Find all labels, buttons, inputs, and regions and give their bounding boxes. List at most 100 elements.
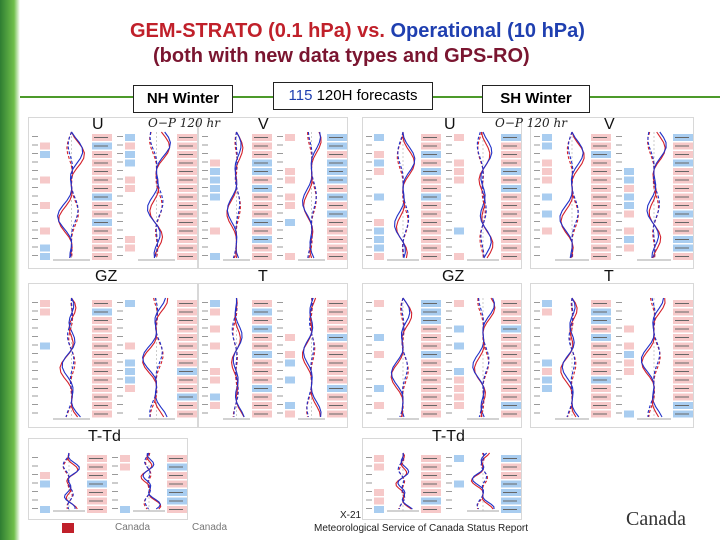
panel-sh-t [530,283,694,428]
tick-mark [32,170,38,171]
table-text [593,388,607,389]
table-text [675,179,689,181]
table-cell [40,308,50,316]
profile-curve [399,297,409,418]
tick-mark [202,336,208,337]
table-text [254,188,268,189]
table-text [179,179,193,181]
tick-mark [616,136,622,137]
table-text [94,247,108,249]
table-text [423,500,437,502]
table-cell [40,506,50,513]
table-text [254,371,268,372]
table-text [593,188,607,189]
profile-curve [140,452,162,510]
table-text [179,413,193,415]
tick-mark [32,344,38,346]
tick-mark [32,370,38,371]
tick-mark [616,319,622,320]
table-text [503,247,517,249]
table-text [179,345,193,347]
table-text [423,171,437,172]
table-text [254,154,268,155]
tick-mark [446,482,452,484]
tick-mark [534,319,540,320]
tick-mark [32,491,38,492]
tick-mark [366,344,372,346]
table-text [675,405,689,406]
tick-mark [616,310,622,312]
tick-mark [277,221,283,222]
table-text [503,205,517,206]
table-cell [374,385,384,392]
table-cell [624,202,634,209]
table-cell [285,402,295,409]
table-cell [542,227,552,235]
table-text [675,205,689,206]
table-text [329,247,343,249]
tick-mark [446,144,452,146]
tick-mark [616,187,622,188]
tick-mark [446,195,452,197]
title-gem-strato: GEM-STRATO (0.1 hPa) [130,20,352,42]
table-text [423,405,437,406]
tick-mark [616,353,622,354]
tick-mark [446,178,452,180]
table-cell [40,176,50,184]
tick-mark [446,457,452,458]
tick-mark [117,353,123,354]
profile-plot-sh-v [534,131,693,261]
tick-mark [616,302,622,303]
tick-mark [534,221,540,222]
table-text [89,509,103,510]
table-text [423,328,437,330]
tick-mark [277,336,283,337]
tick-mark [277,153,283,154]
table-text [329,256,343,257]
tick-mark [32,499,38,501]
table-text [503,466,517,468]
tick-mark [277,310,283,312]
tick-mark [202,178,208,180]
tick-mark [534,327,540,329]
table-text [254,247,268,249]
tick-mark [366,457,372,458]
table-cell [624,368,634,375]
table-cell [624,185,634,192]
nh-winter-label: NH Winter [133,85,233,113]
table-text [503,500,517,502]
table-text [329,345,343,347]
tick-mark [277,404,283,405]
table-text [169,466,183,468]
profile-curve [302,297,322,418]
panel-nh-ttd [28,438,188,520]
tick-mark [117,302,123,303]
table-text [503,388,517,389]
table-cell [125,142,135,150]
var-label-nh-gz: GZ [95,268,118,285]
table-text [89,492,103,493]
table-cell [125,300,135,307]
table-text [593,256,607,257]
table-cell [125,134,135,141]
profile-curve [567,131,579,259]
profile-curve [149,297,164,418]
tick-mark [277,378,283,380]
table-text [675,371,689,372]
tick-mark [446,465,452,467]
var-label-sh-gz: GZ [442,268,465,285]
table-text [329,328,343,330]
table-text [254,362,268,364]
tick-mark [534,144,540,146]
table-text [254,405,268,406]
table-text [179,328,193,330]
tick-mark [202,144,208,146]
table-cell [624,325,634,333]
tick-mark [32,482,38,484]
table-text [329,379,343,381]
tick-mark [277,246,283,248]
profile-curve [397,131,410,259]
tick-mark [202,344,208,346]
table-cell [454,376,464,384]
table-text [675,188,689,189]
